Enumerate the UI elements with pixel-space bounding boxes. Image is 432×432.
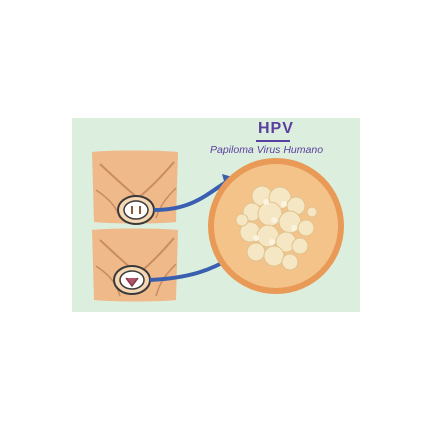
female-pelvis-illustration — [92, 228, 178, 302]
page-subtitle: Papiloma Virus Humano — [210, 144, 324, 156]
page-title: HPV — [258, 120, 294, 137]
magnified-wart-circle — [208, 158, 344, 294]
male-pelvis-illustration — [92, 150, 178, 225]
title-underline — [256, 140, 290, 142]
